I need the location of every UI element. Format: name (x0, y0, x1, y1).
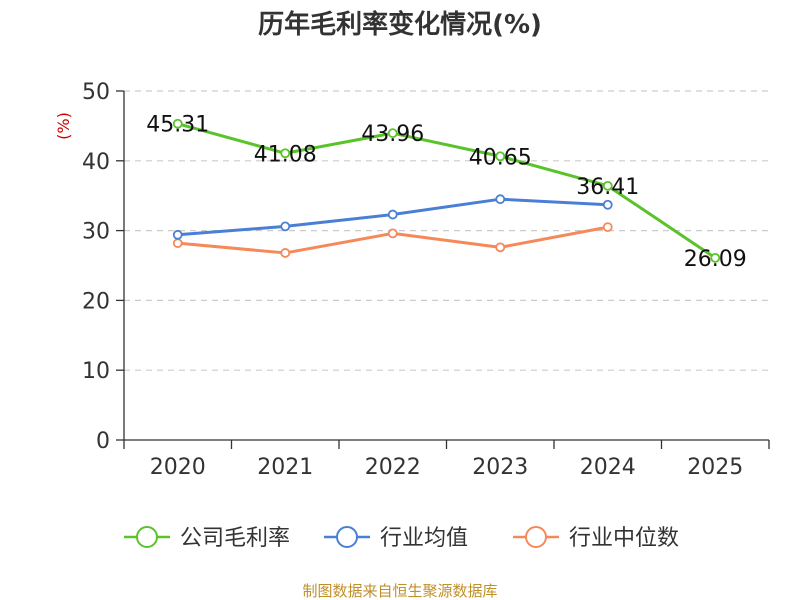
data-point[interactable] (387, 228, 398, 239)
data-point[interactable] (172, 229, 183, 240)
legend-item-2[interactable]: 行业中位数 (513, 526, 679, 551)
x-tick-label: 2022 (365, 455, 421, 480)
data-point[interactable] (172, 238, 183, 249)
data-point[interactable] (710, 252, 721, 263)
data-point[interactable] (495, 151, 506, 162)
legend-marker (525, 526, 547, 548)
legend-marker (136, 526, 158, 548)
data-label: 26.09 (684, 247, 747, 272)
data-point[interactable] (495, 242, 506, 253)
data-point[interactable] (280, 221, 291, 232)
series-2 (172, 222, 613, 258)
x-tick-label: 2023 (472, 455, 528, 480)
data-label: 41.08 (254, 142, 317, 167)
series-line (177, 122, 717, 260)
data-point[interactable] (602, 199, 613, 210)
data-point[interactable] (172, 118, 183, 129)
series-layer (172, 118, 721, 263)
y-tick-label: 40 (82, 150, 110, 175)
data-point[interactable] (387, 128, 398, 139)
grid (124, 90, 769, 371)
legend-item-0[interactable]: 公司毛利率 (124, 526, 290, 551)
data-point[interactable] (602, 180, 613, 191)
data-label: 36.41 (576, 175, 639, 200)
data-point[interactable] (280, 148, 291, 159)
legend-label: 行业中位数 (569, 526, 679, 551)
data-label: 45.31 (146, 113, 209, 138)
y-axis-unit-label: (%) (54, 112, 73, 140)
data-labels: 45.31 41.08 43.96 40.65 36.41 26.09 (146, 113, 746, 272)
y-tick-label: 10 (82, 359, 110, 384)
legend-item-1[interactable]: 行业均值 (324, 526, 468, 551)
x-tick-label: 2024 (580, 455, 636, 480)
series-0 (172, 118, 721, 263)
legend-label: 行业均值 (380, 526, 468, 551)
source-note: 制图数据来自恒生聚源数据库 (302, 582, 497, 600)
legend-marker (336, 526, 358, 548)
data-point[interactable] (602, 222, 613, 233)
y-tick-label: 0 (96, 429, 110, 454)
legend[interactable]: 公司毛利率 行业均值 行业中位数 (124, 526, 679, 551)
data-point[interactable] (280, 248, 291, 258)
data-point[interactable] (387, 209, 398, 220)
data-label: 43.96 (361, 122, 424, 147)
data-point[interactable] (495, 194, 506, 205)
chart-title: 历年毛利率变化情况(%) (258, 9, 542, 40)
series-1 (172, 194, 613, 240)
y-tick-label: 50 (82, 80, 110, 105)
y-tick-label: 20 (82, 289, 110, 314)
x-tick-label: 2021 (257, 455, 313, 480)
axes: 0 10 20 30 40 50 2020 2021 2022 2023 2024 2025 (82, 80, 770, 480)
legend-label: 公司毛利率 (180, 526, 290, 551)
data-label: 40.65 (469, 145, 532, 170)
x-tick-label: 2025 (687, 455, 743, 480)
x-tick-label: 2020 (150, 455, 206, 480)
y-tick-label: 30 (82, 220, 110, 245)
